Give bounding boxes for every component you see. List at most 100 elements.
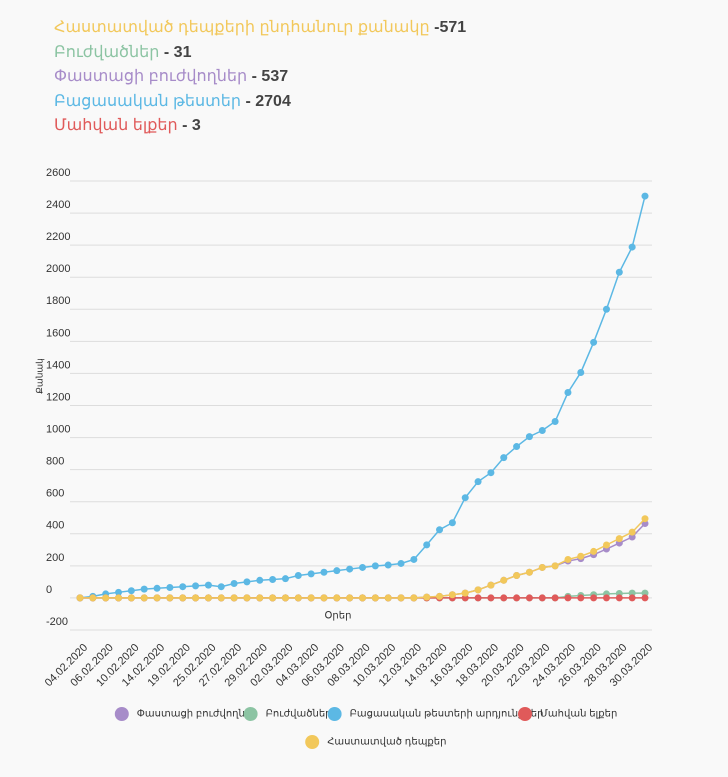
point <box>577 368 585 376</box>
stat-label: Բուժվածներ <box>54 43 160 61</box>
point <box>538 594 546 602</box>
point <box>436 592 444 600</box>
point <box>307 570 315 578</box>
point <box>641 192 649 200</box>
point <box>513 443 521 451</box>
point <box>281 594 289 602</box>
point <box>192 582 200 590</box>
point <box>577 594 585 602</box>
point <box>641 520 649 528</box>
point <box>641 515 649 523</box>
point <box>538 427 546 435</box>
y-tick-label: 1800 <box>46 295 70 307</box>
point <box>179 594 187 602</box>
y-tick-label: 1200 <box>46 391 70 403</box>
point <box>564 555 572 563</box>
point <box>294 571 302 579</box>
point <box>346 565 354 573</box>
point <box>384 561 392 569</box>
y-tick-label: 1400 <box>46 359 70 371</box>
y-tick-label: 1000 <box>46 423 70 435</box>
point <box>320 594 328 602</box>
point <box>551 594 559 602</box>
point <box>89 594 97 602</box>
point <box>500 454 508 462</box>
point <box>179 583 187 591</box>
point <box>397 559 405 567</box>
y-tick-label: 2600 <box>46 167 70 179</box>
point <box>204 581 212 589</box>
y-axis-label: Քանակ <box>34 358 44 394</box>
point <box>410 594 418 602</box>
point <box>513 571 521 579</box>
point <box>217 594 225 602</box>
stat: Բուժվածներ - 31 <box>54 41 466 66</box>
point <box>371 562 379 570</box>
point <box>140 594 148 602</box>
stat: Մահվան ելքեր - 3 <box>54 114 466 139</box>
stat-value: - 2704 <box>245 92 291 110</box>
stat: Փաստացի բուժվողներ - 537 <box>54 65 466 90</box>
legend-marker <box>114 707 129 721</box>
point <box>269 575 277 583</box>
stat-value: -571 <box>434 19 467 36</box>
point <box>628 533 636 541</box>
point <box>551 562 559 570</box>
series-line <box>79 195 646 599</box>
point <box>461 494 469 502</box>
stats: Հաստատված դեպքերի ընդհանուր քանակը -571 Բ… <box>54 16 466 139</box>
point <box>448 519 456 527</box>
point <box>333 594 341 602</box>
point <box>243 578 251 586</box>
point <box>204 594 212 602</box>
stat: Բացասական թեստեր - 2704 <box>54 90 466 115</box>
stat: Հաստատված դեպքերի ընդհանուր քանակը -571 <box>54 16 466 41</box>
point <box>76 594 84 602</box>
point <box>153 594 161 602</box>
point <box>461 594 469 602</box>
point <box>525 433 533 441</box>
point <box>230 579 238 587</box>
point <box>487 594 495 602</box>
point <box>153 584 161 592</box>
legend-marker <box>518 707 532 721</box>
point <box>474 586 482 594</box>
point <box>641 594 649 602</box>
point <box>346 594 354 602</box>
x-axis-label: Օրեր <box>325 611 352 622</box>
legend-label: Մահվան ելքեր <box>540 709 617 720</box>
y-tick-label: 2400 <box>46 199 70 211</box>
point <box>448 591 456 599</box>
stat-value: - 31 <box>163 43 192 61</box>
stat-label: Հաստատված դեպքերի ընդհանուր քանակը <box>54 19 430 36</box>
point <box>525 568 533 576</box>
point <box>513 594 521 602</box>
point <box>474 594 482 602</box>
point <box>127 594 135 602</box>
point <box>590 338 598 346</box>
series-line <box>80 523 646 599</box>
point <box>256 576 264 584</box>
point <box>115 588 123 596</box>
stat-value: - 537 <box>251 68 289 85</box>
point <box>102 594 110 602</box>
point <box>410 555 418 563</box>
legend-marker <box>243 707 258 721</box>
point <box>628 528 636 536</box>
stat-value: - 3 <box>182 117 201 134</box>
point <box>384 594 392 602</box>
stat-label: Մահվան ելքեր <box>54 117 178 134</box>
point <box>371 594 379 602</box>
point <box>333 567 341 575</box>
y-tick-label: 1600 <box>46 327 70 339</box>
point <box>525 594 533 602</box>
point <box>166 594 174 602</box>
point <box>628 243 636 251</box>
point <box>243 594 251 602</box>
point <box>590 594 598 602</box>
y-tick-label: 800 <box>46 456 64 468</box>
point <box>269 594 277 602</box>
point <box>602 594 610 602</box>
point <box>628 594 636 602</box>
